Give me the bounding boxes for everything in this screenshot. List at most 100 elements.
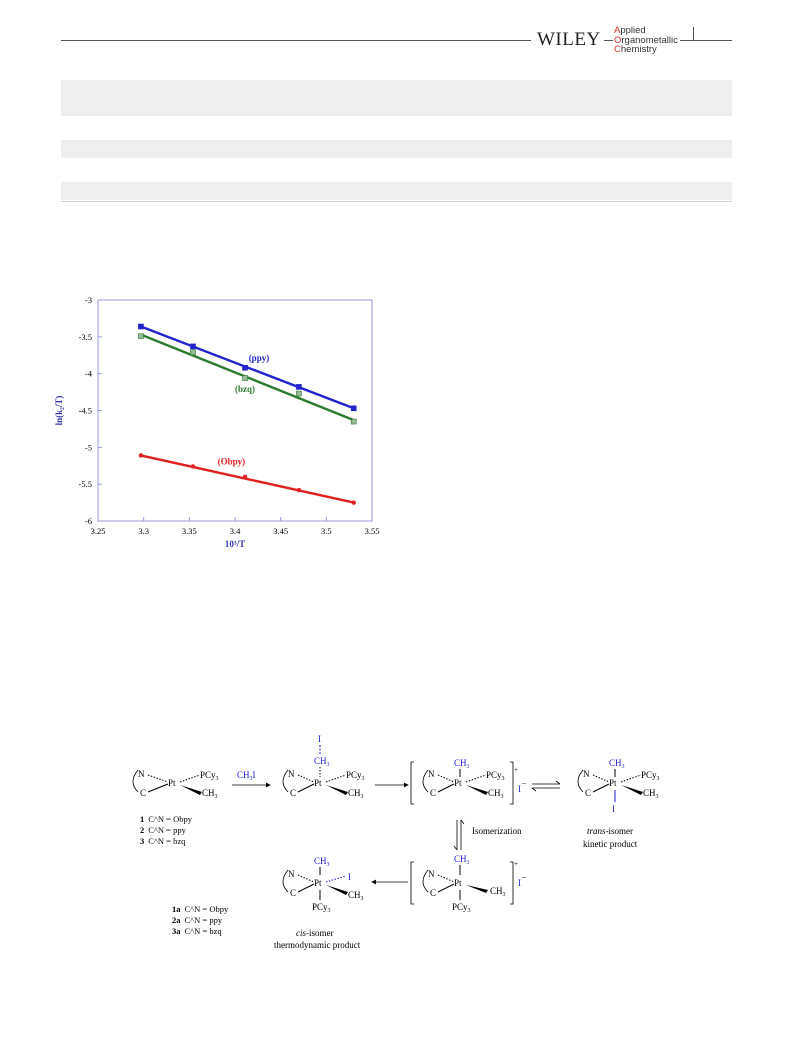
svg-text:C: C (290, 888, 296, 898)
svg-text:2aC^N = ppy: 2a C^N = ppy (172, 915, 223, 925)
svg-text:C: C (430, 788, 436, 798)
reagent-label: CH3I (237, 770, 256, 782)
x-tick-label: 3.4 (230, 526, 241, 536)
data-point-0-3 (296, 384, 302, 390)
svg-text:PCy3: PCy3 (641, 770, 660, 782)
data-point-2-3 (296, 487, 302, 493)
trans-isomer: CH3 N C Pt PCy3 CH3 I trans-isomer kinet… (577, 758, 660, 849)
data-point-0-4 (350, 405, 357, 412)
data-point-1-0 (138, 333, 144, 339)
svg-text:CH3: CH3 (348, 788, 364, 800)
svg-text:CH3: CH3 (609, 758, 625, 770)
svg-text:thermodynamic product: thermodynamic product (274, 940, 361, 950)
header-rule-right (680, 40, 732, 41)
data-point-2-1 (190, 464, 196, 469)
gray-bar-2 (61, 140, 732, 158)
table-rule (61, 201, 732, 202)
y-tick-label: -4 (85, 369, 93, 379)
publisher-logo: WILEY (537, 29, 601, 50)
svg-text:PCy3: PCy3 (346, 770, 365, 782)
data-point-0-1 (190, 343, 196, 350)
series-label-bzq: (bzq) (235, 384, 255, 394)
svg-text:N: N (428, 869, 435, 879)
svg-text:1aC^N = Obpy: 1a C^N = Obpy (172, 904, 229, 914)
svg-text:–: – (521, 778, 527, 787)
svg-text:C: C (290, 788, 296, 798)
svg-text:Pt: Pt (454, 778, 462, 788)
svg-text:Pt: Pt (314, 878, 322, 888)
legend-start: 1 C^N = Obpy 2 C^N = ppy 3 C^N = bzq (140, 814, 193, 846)
svg-text:3aC^N = bzq: 3a C^N = bzq (172, 926, 222, 936)
svg-text:I: I (612, 804, 615, 814)
reaction-scheme: N C Pt PCy3 CH3 CH3I I CH3 N C Pt PCy3 C… (132, 734, 660, 950)
x-tick-label: 3.25 (91, 526, 106, 536)
header-rule-dash (604, 40, 613, 41)
svg-text:N: N (583, 769, 590, 779)
tick-layer: 3.25 3.3 3.35 3.4 3.45 3.5 3.55 -3 -3.5 -4 -4.5 -5 -… (79, 295, 380, 536)
gray-bar-3 (61, 182, 732, 200)
x-axis-label: 10³/T (225, 539, 245, 549)
data-point-1-1 (190, 349, 196, 356)
svg-text:I: I (348, 872, 351, 882)
svg-text:1C^N = Obpy: 1 C^N = Obpy (140, 814, 193, 824)
eyring-plot: 3.25 3.3 3.35 3.4 3.45 3.5 3.55 -3 -3.5 -4 -4.5 -5 -… (54, 295, 380, 549)
x-tick-label: 3.35 (182, 526, 197, 536)
fit-line-2 (140, 454, 354, 504)
svg-text:3C^N = bzq: 3 C^N = bzq (140, 836, 186, 846)
svg-text:+: + (514, 766, 518, 774)
header-rule-left (61, 40, 531, 41)
x-tick-label: 3.45 (273, 526, 288, 536)
journal-line-1: Applied (614, 25, 646, 36)
svg-text:I: I (518, 878, 521, 888)
svg-text:CH3: CH3 (643, 788, 659, 800)
journal-logo: Applied Organometallic Chemistry (614, 26, 678, 55)
svg-text:Pt: Pt (454, 878, 462, 888)
series-label-ppy: (ppy) (249, 353, 270, 363)
cis-isomer: CH3 N C Pt I CH3 PCy3 cis-isomer thermod… (274, 856, 364, 950)
svg-text:N: N (138, 769, 145, 779)
data-point-1-3 (296, 390, 302, 397)
legend-product: 1a C^N = Obpy 2a C^N = ppy 3a C^N = bzq (172, 904, 229, 936)
data-point-2-2 (242, 474, 248, 479)
x-tick-label: 3.55 (365, 526, 380, 536)
cationic-isomer: + CH3 N C Pt CH3 PCy3 I – (410, 854, 527, 914)
svg-text:C: C (430, 888, 436, 898)
y-tick-label: -5 (85, 442, 92, 452)
svg-text:trans-isomer: trans-isomer (587, 826, 633, 836)
svg-text:C: C (585, 788, 591, 798)
y-axis-label: ln(k₂/T) (54, 396, 64, 426)
y-tick-label: -6 (85, 516, 92, 526)
data-point-1-4 (350, 418, 357, 425)
svg-text:CH3: CH3 (490, 886, 506, 898)
svg-text:I: I (518, 784, 521, 794)
svg-text:CH3: CH3 (454, 854, 470, 866)
svg-text:PCy3: PCy3 (312, 902, 331, 914)
header-tick (693, 27, 694, 40)
y-tick-label: -4.5 (79, 406, 92, 416)
fit-line-layer (140, 325, 355, 504)
svg-text:kinetic product: kinetic product (583, 839, 638, 849)
data-point-0-0 (138, 323, 144, 330)
svg-text:CH3: CH3 (314, 856, 330, 868)
svg-text:C: C (140, 788, 146, 798)
svg-text:PCy3: PCy3 (200, 770, 219, 782)
data-point-1-2 (242, 375, 248, 381)
svg-text:N: N (288, 869, 295, 879)
svg-text:PCy3: PCy3 (486, 770, 505, 782)
svg-text:–: – (521, 872, 527, 881)
data-point-0-2 (242, 364, 248, 371)
x-tick-label: 3.5 (321, 526, 332, 536)
svg-text:CH3: CH3 (348, 890, 364, 902)
y-tick-label: -3 (85, 295, 92, 305)
svg-text:Pt: Pt (609, 778, 617, 788)
data-point-2-0 (138, 453, 144, 458)
y-tick-label: -5.5 (79, 479, 92, 489)
svg-text:N: N (288, 769, 295, 779)
point-layer (138, 323, 357, 505)
svg-text:CH3: CH3 (488, 788, 504, 800)
svg-text:I: I (318, 734, 321, 744)
y-tick-label: -3.5 (79, 332, 92, 342)
svg-text:Pt: Pt (314, 778, 322, 788)
starting-complex: N C Pt PCy3 CH3 (132, 769, 219, 800)
svg-text:CH3: CH3 (202, 788, 218, 800)
